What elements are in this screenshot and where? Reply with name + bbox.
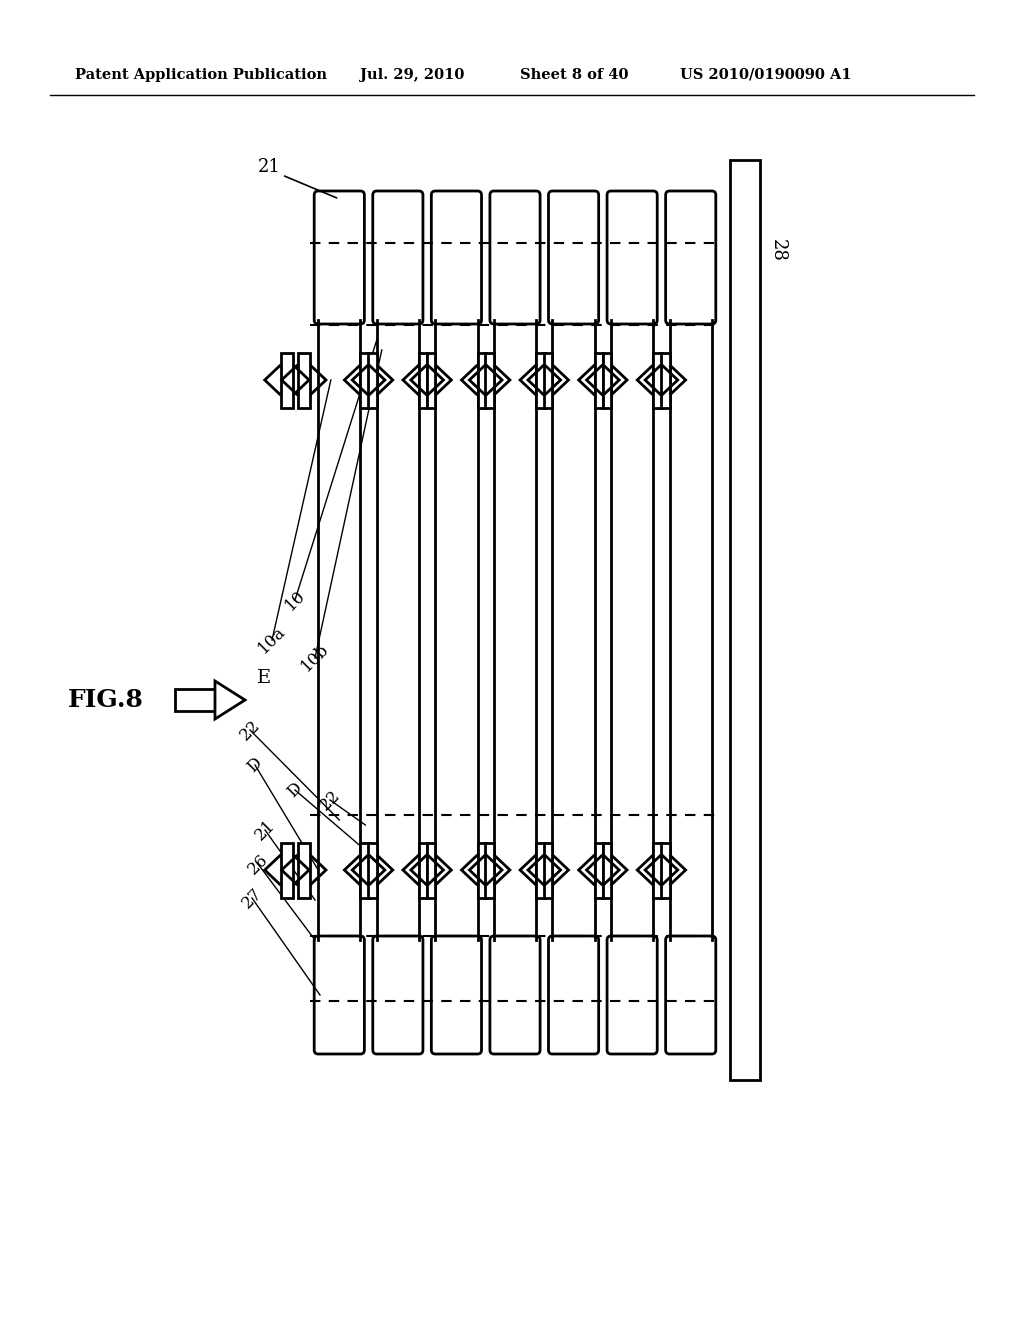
FancyBboxPatch shape	[314, 191, 365, 323]
FancyBboxPatch shape	[666, 191, 716, 323]
Bar	[419, 352, 427, 408]
Text: 10a: 10a	[255, 623, 289, 657]
Bar	[653, 352, 662, 408]
Text: Jul. 29, 2010: Jul. 29, 2010	[360, 69, 464, 82]
Bar	[602, 842, 611, 898]
Bar	[595, 352, 603, 408]
Text: Sheet 8 of 40: Sheet 8 of 40	[520, 69, 629, 82]
Bar	[369, 842, 377, 898]
Bar	[653, 842, 662, 898]
Bar	[662, 842, 670, 898]
Bar	[427, 352, 435, 408]
Text: 22: 22	[316, 787, 343, 813]
FancyBboxPatch shape	[607, 191, 657, 323]
Bar	[544, 352, 553, 408]
Text: 21: 21	[258, 158, 281, 176]
Bar	[477, 352, 486, 408]
FancyBboxPatch shape	[489, 191, 540, 323]
Text: FIG.8: FIG.8	[68, 688, 144, 711]
Text: D: D	[245, 754, 266, 776]
Bar	[595, 842, 603, 898]
Bar	[281, 352, 293, 408]
Bar	[360, 352, 369, 408]
FancyBboxPatch shape	[431, 936, 481, 1053]
Text: 26: 26	[245, 850, 271, 878]
Polygon shape	[215, 681, 245, 719]
FancyBboxPatch shape	[314, 936, 365, 1053]
Text: 28: 28	[769, 239, 787, 261]
FancyBboxPatch shape	[549, 936, 599, 1053]
Text: 27: 27	[239, 884, 265, 912]
FancyBboxPatch shape	[607, 936, 657, 1053]
Bar	[419, 842, 427, 898]
Bar	[602, 352, 611, 408]
Bar	[537, 352, 545, 408]
Text: US 2010/0190090 A1: US 2010/0190090 A1	[680, 69, 852, 82]
FancyBboxPatch shape	[373, 936, 423, 1053]
FancyBboxPatch shape	[431, 191, 481, 323]
Polygon shape	[175, 689, 215, 711]
FancyBboxPatch shape	[549, 191, 599, 323]
Text: D: D	[285, 779, 306, 801]
Bar	[485, 352, 494, 408]
FancyBboxPatch shape	[489, 936, 540, 1053]
Text: E: E	[257, 669, 271, 686]
Bar	[485, 842, 494, 898]
Bar	[662, 352, 670, 408]
Bar	[427, 842, 435, 898]
FancyBboxPatch shape	[373, 191, 423, 323]
Text: 21: 21	[252, 817, 279, 843]
Text: 22: 22	[237, 717, 263, 743]
FancyBboxPatch shape	[666, 936, 716, 1053]
Text: 10: 10	[282, 586, 308, 614]
Bar	[298, 352, 310, 408]
Bar	[477, 842, 486, 898]
Text: 10b: 10b	[298, 640, 332, 676]
Bar	[281, 842, 293, 898]
Bar	[369, 352, 377, 408]
Bar	[544, 842, 553, 898]
Bar	[360, 842, 369, 898]
Bar	[537, 842, 545, 898]
Bar	[298, 842, 310, 898]
Text: Patent Application Publication: Patent Application Publication	[75, 69, 327, 82]
Bar	[730, 160, 760, 1080]
